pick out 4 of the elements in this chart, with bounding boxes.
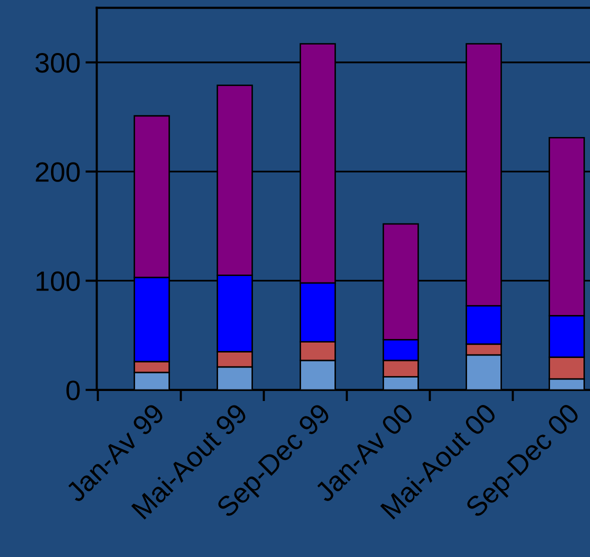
y-tick-label: 0: [66, 380, 80, 400]
y-tick-label: 100: [36, 271, 80, 292]
y-tick-label: 200: [36, 162, 80, 182]
y-tick-label: 300: [36, 53, 80, 73]
